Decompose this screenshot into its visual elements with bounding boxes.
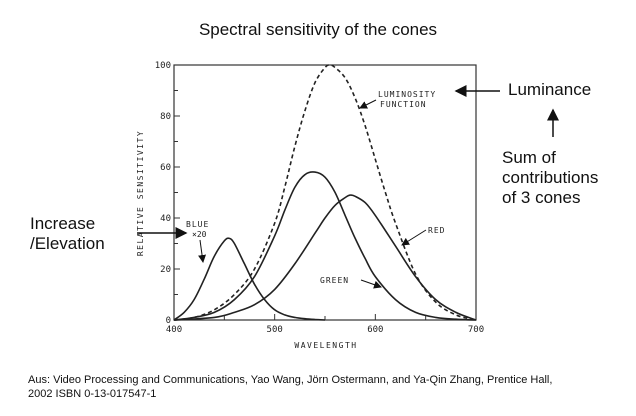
x-tick-label-500: 500 — [267, 325, 283, 335]
y-tick-label-60: 60 — [160, 163, 171, 173]
citation: Aus: Video Processing and Communications… — [28, 373, 628, 401]
luminance-annotation: Luminance — [508, 80, 592, 99]
series-label-red: RED — [428, 226, 445, 235]
citation-line1: Aus: Video Processing and Communications… — [28, 374, 553, 386]
sum-annotation-line3: of 3 cones — [502, 188, 581, 207]
y-tick-label-0: 0 — [166, 316, 171, 326]
y-tick-label-100: 100 — [155, 61, 171, 71]
y-tick-label-40: 40 — [160, 214, 171, 224]
series-label-luminosity-2: FUNCTION — [380, 100, 427, 109]
series-green — [173, 171, 477, 321]
y-tick-label-80: 80 — [160, 112, 171, 122]
slide-title: Spectral sensitivity of the cones — [198, 20, 438, 39]
series-label-blue-1: BLUE — [186, 220, 209, 229]
sum-annotation-line2: contributions — [502, 168, 599, 187]
x-axis-label: WAVELENGTH — [294, 341, 357, 350]
sum-annotation-line1: Sum of — [502, 148, 556, 167]
series-red — [173, 194, 477, 321]
increase-annotation: Increase /Elevation — [30, 214, 105, 254]
x-tick-label-700: 700 — [468, 325, 484, 335]
red-leader — [401, 229, 427, 246]
increase-annotation-line1: Increase — [30, 214, 96, 233]
luminosity-leader — [359, 99, 377, 109]
series-blue-x20 — [173, 237, 326, 321]
increase-annotation-line2: /Elevation — [30, 234, 105, 253]
x-tick-label-400: 400 — [166, 325, 182, 335]
y-axis-label: RELATIVE SENSITIVITY — [136, 130, 145, 256]
sum-annotation: Sum of contributions of 3 cones — [502, 148, 598, 208]
citation-line2: 2002 ISBN 0-13-017547-1 — [28, 388, 157, 400]
series-label-luminosity-1: LUMINOSITY — [378, 90, 436, 99]
x-tick-label-600: 600 — [367, 325, 383, 335]
green-leader — [360, 279, 382, 289]
blue-leader — [198, 239, 207, 263]
y-tick-label-20: 20 — [160, 265, 171, 275]
series-label-blue-2: ×20 — [192, 230, 207, 239]
series-label-green: GREEN — [320, 276, 349, 285]
